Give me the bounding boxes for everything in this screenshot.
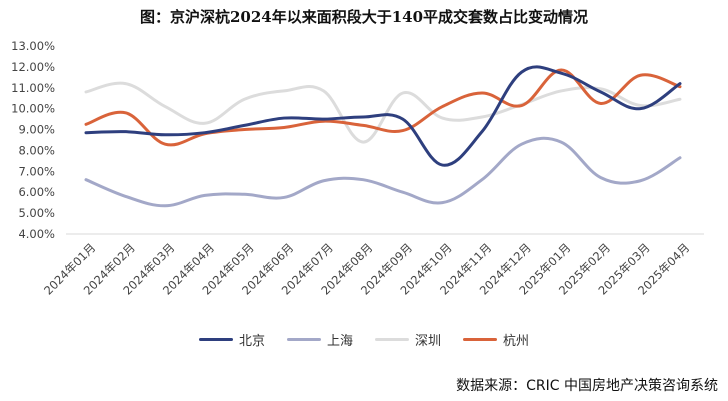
y-tick-label: 4.00% bbox=[18, 227, 55, 241]
y-tick-label: 5.00% bbox=[18, 206, 55, 220]
y-tick-label: 11.00% bbox=[11, 81, 55, 95]
y-tick-label: 7.00% bbox=[18, 164, 55, 178]
legend-label: 北京 bbox=[238, 334, 265, 349]
y-tick-label: 13.00% bbox=[11, 39, 55, 53]
legend-item: 杭州 bbox=[463, 330, 529, 349]
series-line-上海 bbox=[84, 136, 682, 208]
y-tick-label: 8.00% bbox=[18, 143, 55, 157]
y-tick-label: 9.00% bbox=[18, 123, 55, 137]
legend-item: 深圳 bbox=[375, 330, 441, 349]
y-tick-label: 10.00% bbox=[11, 102, 55, 116]
data-source: 数据来源：CRIC 中国房地产决策咨询系统 bbox=[456, 378, 718, 394]
legend-label: 杭州 bbox=[503, 334, 530, 349]
series-line-深圳 bbox=[84, 81, 682, 144]
legend-swatch bbox=[286, 338, 321, 341]
legend-label: 深圳 bbox=[415, 334, 442, 349]
legend-item: 北京 bbox=[198, 330, 265, 349]
x-axis: 2024年01月2024年02月2024年03月2024年04月2024年05月… bbox=[41, 233, 704, 298]
legend-swatch bbox=[198, 338, 233, 341]
y-axis: 4.00% 5.00% 6.00% 7.00% 8.00% 9.00% 10.00% 11.0… bbox=[11, 39, 55, 241]
y-tick-label: 12.00% bbox=[11, 60, 55, 74]
series-lines bbox=[84, 65, 682, 208]
legend: 北京 上海 深圳 杭州 bbox=[0, 330, 728, 349]
legend-label: 上海 bbox=[326, 334, 353, 349]
series-line-北京 bbox=[84, 65, 682, 167]
chart-title: 图：京沪深杭2024年以来面积段大于140平成交套数占比变动情况 bbox=[139, 8, 589, 26]
legend-item: 上海 bbox=[286, 330, 353, 349]
legend-swatch bbox=[463, 338, 498, 341]
series-line-杭州 bbox=[84, 68, 682, 147]
legend-swatch bbox=[375, 338, 409, 341]
y-tick-label: 6.00% bbox=[18, 185, 55, 199]
